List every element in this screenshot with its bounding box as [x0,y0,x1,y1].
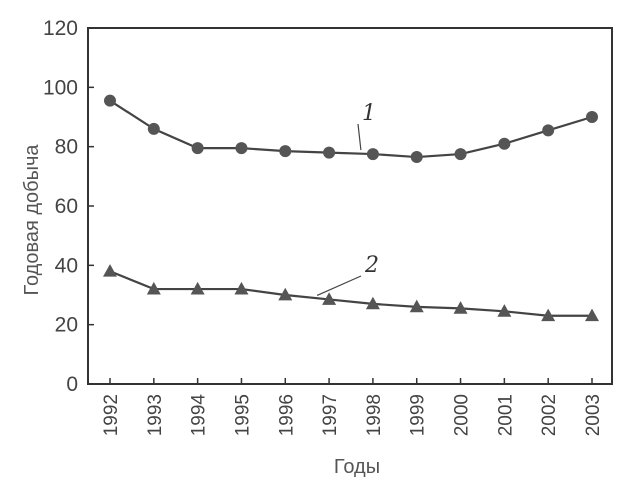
data-point [586,111,598,123]
data-point [190,281,205,295]
data-point [104,94,116,107]
data-point [365,296,380,310]
data-point [234,281,249,295]
series-1: 1 [104,94,598,164]
data-point [147,122,160,135]
y-axis-title: Годовая добыча [21,144,43,296]
plot-frame [87,27,613,385]
y-axis-ticks: 0 20 40 60 80 100 120 [43,17,94,396]
x-tick-label: 1994 [189,394,210,437]
x-tick-label: 2002 [539,394,560,436]
y-tick-label: 0 [66,373,78,396]
data-point [542,124,555,137]
data-point [453,301,468,314]
x-tick-label: 1993 [145,394,166,436]
data-point [322,292,337,305]
series-label-leader [316,275,362,296]
series-number-label: 1 [362,101,376,126]
data-point [409,299,424,313]
data-point [279,145,292,158]
series-label-leader [357,123,362,151]
series-line [109,270,592,317]
series-number-label: 2 [364,253,379,278]
series-group: 12 [103,94,599,322]
plot-border [87,27,613,385]
y-tick-label: 80 [55,136,78,159]
x-tick-label: 1995 [232,394,253,436]
data-point [191,142,204,155]
series-line [109,99,593,159]
y-tick-label: 40 [55,254,78,277]
x-tick-label: 1996 [276,394,297,436]
data-point [498,137,511,150]
data-point [541,308,556,322]
x-tick-label: 2003 [583,394,604,436]
y-tick-label: 120 [43,17,78,40]
series-2: 2 [103,253,599,322]
y-tick-label: 100 [43,76,78,99]
x-tick-label: 1999 [408,394,429,436]
data-point [454,148,467,161]
data-point [146,281,161,295]
data-point [366,148,379,161]
x-axis-title: Годы [334,456,380,478]
data-point [103,264,117,277]
y-tick-label: 20 [55,314,78,337]
x-tick-label: 2001 [495,394,516,436]
data-point [410,151,423,164]
x-tick-label: 1992 [101,394,122,436]
data-point [235,142,248,155]
data-point [585,308,599,322]
x-tick-label: 2000 [452,394,473,436]
data-point [323,146,336,159]
x-tick-label: 1997 [320,394,341,436]
data-point [497,304,512,317]
x-axis-ticks: 1992 1993 1994 1995 1996 1997 1998 1999 2000 2001… [101,378,604,436]
data-point [278,287,293,301]
x-tick-label: 1998 [364,394,385,436]
y-tick-label: 60 [55,195,78,218]
